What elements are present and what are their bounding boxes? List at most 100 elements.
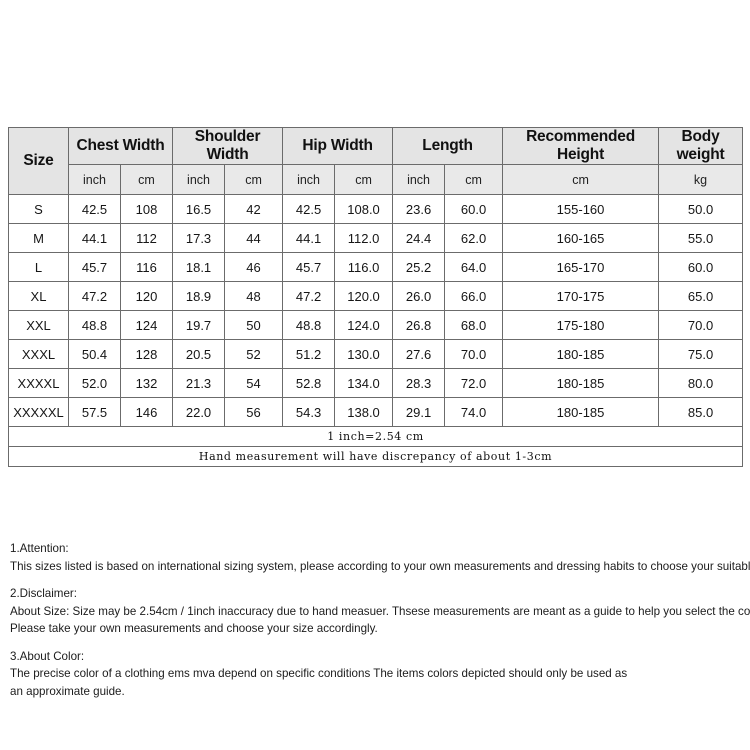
note-attention-line-1: This sizes listed is based on internatio… [10, 559, 750, 573]
table-head: Size Chest Width Shoulder Width Hip Widt… [8, 127, 744, 195]
cell-body-weight: 60.0 [658, 252, 744, 282]
table-row: L 45.7 116 18.1 46 45.7 116.0 25.2 64.0 … [8, 252, 744, 282]
cell-length-cm: 72.0 [444, 368, 504, 398]
column-header-body-weight: Body weight [658, 127, 744, 165]
cell-size: XXXXL [8, 368, 69, 398]
cell-chest-inch: 52.0 [68, 368, 121, 398]
cell-shoulder-inch: 21.3 [172, 368, 226, 398]
cell-hip-cm: 138.0 [334, 397, 394, 427]
cell-shoulder-inch: 18.9 [172, 281, 226, 311]
column-header-length: Length [392, 127, 504, 165]
cell-hip-cm: 124.0 [334, 310, 394, 340]
table-group-header-row: Size Chest Width Shoulder Width Hip Widt… [8, 127, 744, 195]
cell-size: L [8, 252, 69, 282]
cell-recommended-height: 180-185 [502, 368, 660, 398]
cell-length-cm: 62.0 [444, 223, 504, 253]
cell-length-cm: 60.0 [444, 194, 504, 224]
table-footer-note-row: Hand measurement will have discrepancy o… [7, 446, 744, 467]
cell-hip-inch: 54.3 [282, 397, 336, 427]
unit-header-shoulder-cm: cm [224, 164, 284, 195]
cell-hip-inch: 44.1 [282, 223, 336, 253]
table-footer-note-row: 1 inch=2.54 cm [7, 426, 744, 447]
unit-header-length-inch: inch [392, 164, 446, 195]
cell-body-weight: 80.0 [658, 368, 744, 398]
cell-chest-inch: 48.8 [68, 310, 121, 340]
note-attention-heading: 1.Attention: [10, 542, 69, 555]
size-chart-table: Size Chest Width Shoulder Width Hip Widt… [7, 127, 744, 467]
cell-recommended-height: 180-185 [502, 339, 660, 369]
column-header-size: Size [8, 127, 69, 195]
cell-length-inch: 26.8 [392, 310, 446, 340]
cell-chest-inch: 50.4 [68, 339, 121, 369]
cell-length-inch: 27.6 [392, 339, 446, 369]
cell-chest-cm: 112 [119, 223, 174, 253]
unit-header-hip-inch: inch [282, 164, 336, 195]
cell-length-inch: 26.0 [392, 281, 446, 311]
cell-hip-cm: 108.0 [334, 194, 394, 224]
cell-hip-inch: 52.8 [282, 368, 336, 398]
cell-chest-cm: 116 [119, 252, 174, 282]
cell-shoulder-cm: 54 [224, 368, 284, 398]
cell-hip-cm: 120.0 [334, 281, 394, 311]
unit-header-chest-cm: cm [119, 164, 174, 195]
cell-shoulder-cm: 52 [224, 339, 284, 369]
cell-hip-cm: 112.0 [334, 223, 394, 253]
cell-recommended-height: 155-160 [502, 194, 660, 224]
table-row: XXXL 50.4 128 20.5 52 51.2 130.0 27.6 70… [8, 339, 744, 369]
note-about-color-line-1: The precise color of a clothing ems mva … [10, 667, 628, 680]
cell-chest-inch: 44.1 [68, 223, 121, 253]
cell-chest-cm: 120 [119, 281, 174, 311]
cell-chest-cm: 124 [119, 310, 174, 340]
cell-chest-inch: 57.5 [68, 397, 121, 427]
cell-recommended-height: 175-180 [502, 310, 660, 340]
cell-shoulder-inch: 17.3 [172, 223, 226, 253]
cell-shoulder-cm: 56 [224, 397, 284, 427]
cell-hip-inch: 47.2 [282, 281, 336, 311]
cell-length-cm: 64.0 [444, 252, 504, 282]
cell-length-inch: 23.6 [392, 194, 446, 224]
cell-recommended-height: 180-185 [502, 397, 660, 427]
cell-chest-inch: 42.5 [68, 194, 121, 224]
cell-size: S [8, 194, 69, 224]
cell-size: XL [8, 281, 69, 311]
cell-body-weight: 70.0 [658, 310, 744, 340]
conversion-note: 1 inch=2.54 cm [7, 426, 744, 447]
cell-shoulder-inch: 16.5 [172, 194, 226, 224]
table-row: XXXXXL 57.5 146 22.0 56 54.3 138.0 29.1 … [8, 397, 744, 427]
cell-shoulder-cm: 48 [224, 281, 284, 311]
cell-chest-cm: 108 [119, 194, 174, 224]
column-header-recommended-height: Recommended Height [502, 127, 660, 165]
cell-body-weight: 65.0 [658, 281, 744, 311]
cell-shoulder-cm: 42 [224, 194, 284, 224]
cell-shoulder-cm: 46 [224, 252, 284, 282]
cell-chest-cm: 128 [119, 339, 174, 369]
table-row: S 42.5 108 16.5 42 42.5 108.0 23.6 60.0 … [8, 194, 744, 224]
unit-header-shoulder-inch: inch [172, 164, 226, 195]
cell-hip-inch: 42.5 [282, 194, 336, 224]
unit-header-chest-inch: inch [68, 164, 121, 195]
cell-length-inch: 24.4 [392, 223, 446, 253]
cell-hip-inch: 51.2 [282, 339, 336, 369]
cell-hip-cm: 116.0 [334, 252, 394, 282]
note-disclaimer-line-2: Please take your own measurements and ch… [10, 622, 378, 635]
cell-recommended-height: 165-170 [502, 252, 660, 282]
cell-length-cm: 74.0 [444, 397, 504, 427]
cell-shoulder-inch: 18.1 [172, 252, 226, 282]
column-header-shoulder-width: Shoulder Width [172, 127, 284, 165]
cell-hip-cm: 130.0 [334, 339, 394, 369]
column-header-hip-width: Hip Width [282, 127, 394, 165]
note-about-color-line-2: an approximate guide. [10, 684, 125, 698]
cell-size: XXL [8, 310, 69, 340]
cell-hip-inch: 45.7 [282, 252, 336, 282]
cell-length-cm: 66.0 [444, 281, 504, 311]
cell-length-inch: 28.3 [392, 368, 446, 398]
cell-size: XXXXXL [8, 397, 69, 427]
note-disclaimer: 2.Disclaimer: About Size: Size may be 2.… [10, 585, 750, 638]
table-row: XXXXL 52.0 132 21.3 54 52.8 134.0 28.3 7… [8, 368, 744, 398]
cell-chest-cm: 146 [119, 397, 174, 427]
cell-length-inch: 25.2 [392, 252, 446, 282]
cell-chest-cm: 132 [119, 368, 174, 398]
cell-body-weight: 75.0 [658, 339, 744, 369]
cell-shoulder-inch: 19.7 [172, 310, 226, 340]
